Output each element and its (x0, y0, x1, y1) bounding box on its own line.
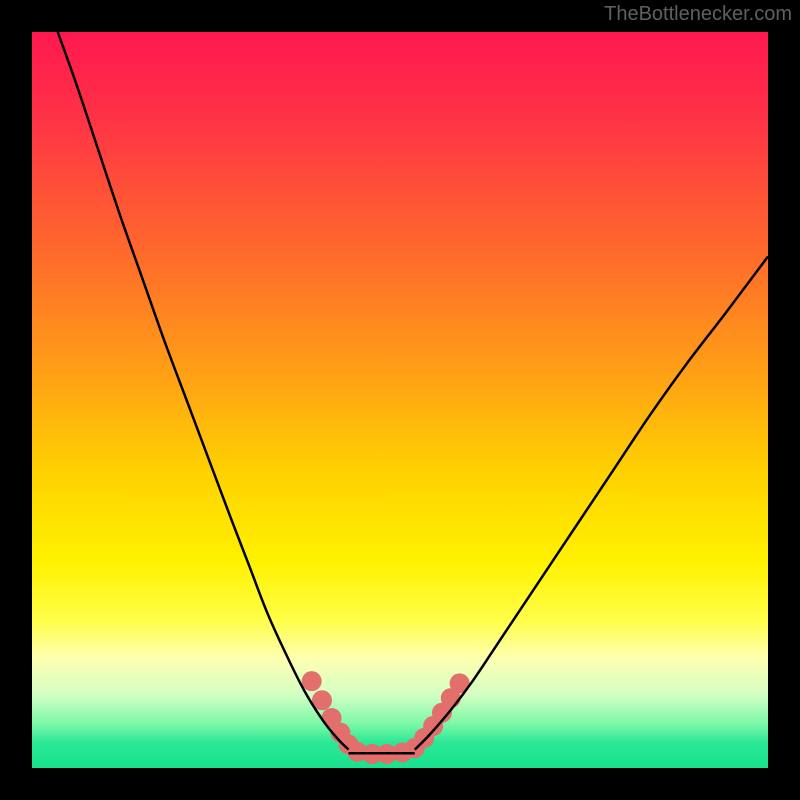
accent-dot (302, 671, 322, 691)
chart-container: TheBottlenecker.com (0, 0, 800, 800)
plot-background (32, 32, 768, 768)
watermark-text: TheBottlenecker.com (604, 3, 792, 26)
bottleneck-chart (0, 0, 800, 800)
